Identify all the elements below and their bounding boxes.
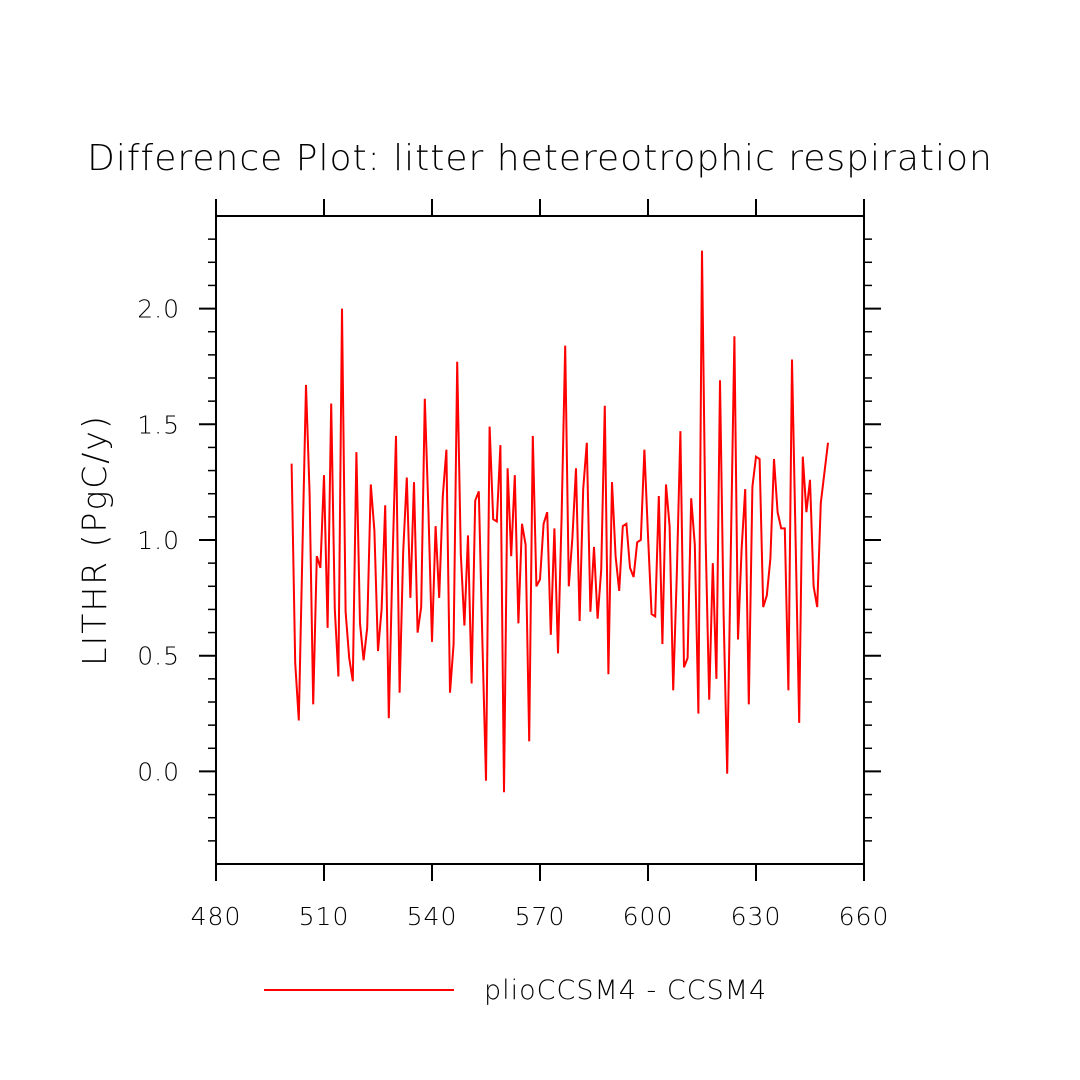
legend-label: plioCCSM4 - CCSM4 <box>484 975 767 1006</box>
x-tick-label: 660 <box>839 902 890 931</box>
y-tick-label: 1.0 <box>137 526 180 555</box>
x-tick-label: 540 <box>407 902 458 931</box>
plot-frame <box>215 215 865 865</box>
chart-title: Difference Plot: litter hetereotrophic r… <box>87 138 993 179</box>
y-tick-label: 2.0 <box>137 295 180 324</box>
y-axis-label: LITHR (PgC/y) <box>75 414 114 666</box>
plot-area: 480 510 540 570 600 630 660 0.0 0.5 1.0 1.5 2.0 <box>137 199 890 931</box>
x-tick-label: 630 <box>731 902 782 931</box>
x-tick-label: 600 <box>623 902 674 931</box>
legend: plioCCSM4 - CCSM4 <box>264 975 767 1006</box>
series-line <box>290 250 829 793</box>
x-tick-label: 510 <box>299 902 350 931</box>
y-tick-label: 0.5 <box>137 642 180 671</box>
y-tick-label: 0.0 <box>137 757 180 786</box>
y-tick-label: 1.5 <box>137 410 180 439</box>
x-tick-label: 570 <box>515 902 566 931</box>
x-tick-label: 480 <box>191 902 242 931</box>
